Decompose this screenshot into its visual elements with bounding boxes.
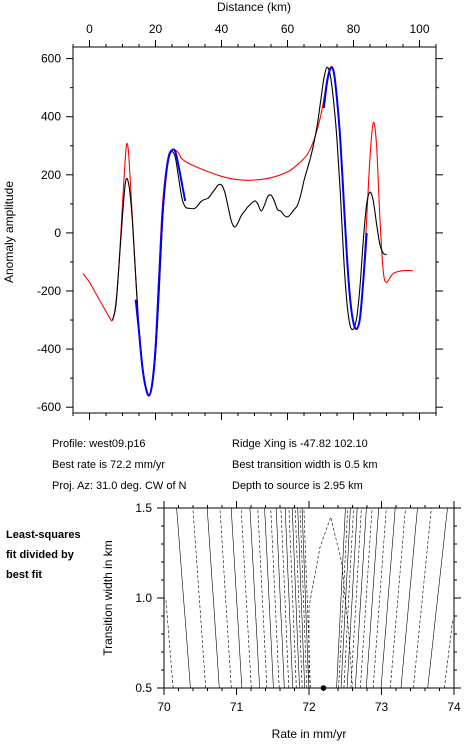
contour-line — [338, 507, 348, 689]
contour-y-tick-label: 0.5 — [135, 681, 152, 695]
contour-lines — [165, 507, 453, 689]
profile-ticks: 0 20 40 60 80 100 -600 -400 -200 0 200 400 600 — [37, 22, 443, 420]
x-tick-label: 40 — [215, 22, 229, 36]
contour-line — [360, 507, 373, 689]
series-red — [82, 65, 413, 397]
side-label-line3: best fit — [6, 569, 43, 581]
contour-line — [264, 507, 274, 689]
contour-y-tick-label: 1.0 — [135, 591, 152, 605]
contour-x-axis-title: Rate in mm/yr — [272, 727, 347, 741]
contour-x-tick-label: 70 — [157, 700, 171, 714]
contour-line — [303, 507, 311, 689]
series-blue-segment — [134, 148, 187, 397]
profile-plot-frame — [72, 46, 437, 414]
contour-plot: 70 71 72 73 74 0.5 1.0 1.5 Rate in mm/yr Transi… — [101, 501, 461, 741]
contour-line — [346, 507, 358, 689]
contour-line — [165, 597, 174, 689]
series-blue-segment — [322, 66, 368, 330]
profile-plot: 0 20 40 60 80 100 -600 -400 -200 0 200 400 600 Dista… — [2, 0, 443, 420]
contour-line — [284, 507, 294, 689]
contour-line — [400, 507, 418, 689]
contour-line — [366, 507, 379, 689]
contour-line — [257, 507, 268, 689]
contour-line — [294, 507, 303, 689]
y-tick-label: 200 — [41, 168, 61, 182]
x-axis-title: Distance (km) — [217, 0, 291, 14]
contour-line — [372, 507, 387, 689]
contour-line — [380, 507, 396, 689]
x-tick-label: 0 — [86, 22, 93, 36]
contour-x-tick-label: 73 — [375, 700, 389, 714]
contour-line — [350, 507, 362, 689]
info-ridge-xing: Ridge Xing is -47.82 102.10 — [232, 438, 368, 450]
y-tick-label: -600 — [37, 400, 61, 414]
contour-line — [444, 620, 453, 689]
contour-line — [230, 507, 243, 689]
contour-line — [291, 507, 300, 689]
contour-y-tick-label: 1.5 — [135, 501, 152, 515]
y-tick-label: 0 — [54, 226, 61, 240]
info-proj-az: Proj. Az: 31.0 deg. CW of N — [52, 480, 187, 492]
contour-line — [176, 507, 191, 689]
info-depth: Depth to source is 2.95 km — [232, 480, 363, 492]
contour-line — [275, 507, 285, 689]
contour-ticks: 70 71 72 73 74 0.5 1.0 1.5 — [135, 501, 461, 714]
y-tick-label: -200 — [37, 284, 61, 298]
contour-line — [206, 507, 220, 689]
contour-x-tick-label: 74 — [447, 700, 461, 714]
contour-line — [308, 515, 353, 689]
contour-line — [249, 507, 260, 689]
side-label: Least-squares fit divided by best fit — [6, 525, 81, 585]
contour-line — [297, 507, 305, 689]
contour-line — [413, 507, 432, 689]
best-fit-point — [320, 685, 327, 691]
contour-line — [192, 507, 206, 689]
contour-line — [355, 507, 367, 689]
contour-line — [280, 507, 290, 689]
contour-y-axis-title: Transition width in km — [101, 540, 115, 656]
contour-line — [240, 507, 252, 689]
contour-line — [340, 507, 351, 689]
x-tick-label: 60 — [281, 22, 295, 36]
x-tick-label: 80 — [347, 22, 361, 36]
contour-x-tick-label: 72 — [302, 700, 316, 714]
contour-line — [301, 507, 310, 689]
contour-line — [299, 507, 308, 689]
contour-x-tick-label: 71 — [230, 700, 244, 714]
contour-line — [390, 507, 406, 689]
side-label-line2: fit divided by — [6, 549, 74, 561]
contour-line — [427, 507, 448, 689]
contour-line — [343, 507, 354, 689]
profile-series — [82, 65, 413, 397]
info-transition: Best transition width is 0.5 km — [232, 459, 378, 471]
x-tick-label: 20 — [149, 22, 163, 36]
y-tick-label: 600 — [41, 52, 61, 66]
side-label-line1: Least-squares — [6, 529, 81, 541]
contour-line — [336, 507, 346, 689]
contour-line — [270, 507, 280, 689]
y-tick-label: -400 — [37, 342, 61, 356]
info-best-rate: Best rate is 72.2 mm/yr — [52, 459, 166, 471]
y-tick-label: 400 — [41, 110, 61, 124]
contour-line — [219, 507, 232, 689]
x-tick-label: 100 — [409, 22, 429, 36]
contour-line — [288, 507, 297, 689]
info-profile: Profile: west09.p16 — [52, 438, 146, 450]
y-axis-title: Anomaly amplitude — [2, 181, 16, 283]
